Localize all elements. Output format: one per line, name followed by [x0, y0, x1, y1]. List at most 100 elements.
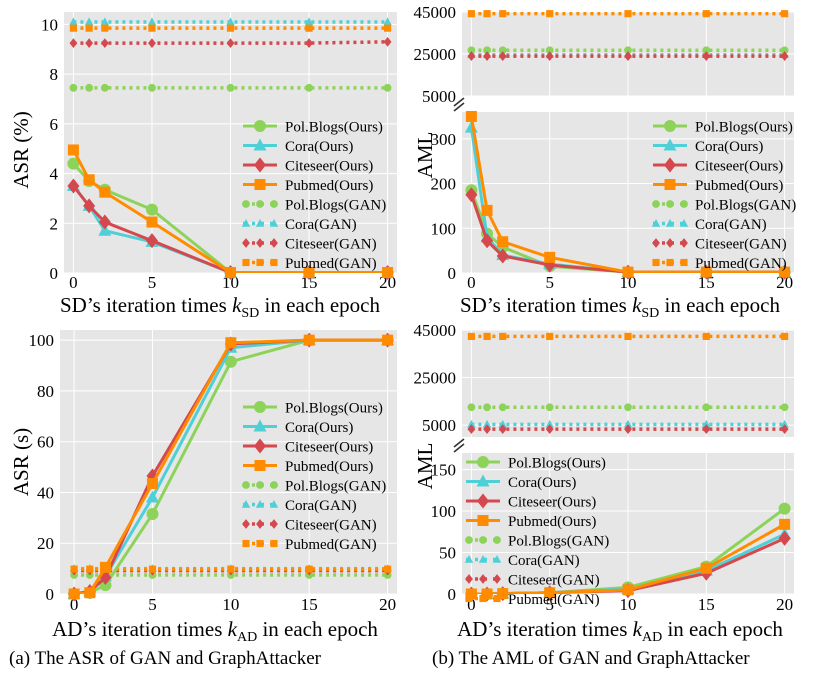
legend-label: Citeseer(Ours) [508, 495, 596, 511]
data-point [305, 83, 313, 92]
legend-marker [479, 594, 487, 603]
legend-label: Cora(Ours) [285, 420, 353, 436]
series-pubmed-ours- [68, 334, 394, 600]
x-tick-label: 15 [698, 595, 715, 614]
data-point [69, 83, 78, 92]
y-tick-label: 2 [50, 214, 59, 233]
data-point [98, 214, 111, 230]
legend-label: Cora(GAN) [695, 217, 767, 233]
legend-marker [256, 519, 264, 529]
data-point [148, 83, 156, 92]
data-point [465, 588, 477, 600]
axis-break-mark [453, 438, 465, 448]
legend-marker [256, 238, 264, 248]
data-point [498, 51, 507, 61]
data-point [624, 424, 632, 435]
x-tick-label: 20 [776, 595, 793, 614]
data-point [84, 587, 96, 599]
data-point [700, 266, 712, 278]
legend-marker [255, 499, 265, 508]
legend-label: Cora(GAN) [508, 553, 580, 569]
y-tick-label: 4 [50, 165, 59, 184]
data-point [69, 17, 78, 26]
y-tick-label: 150 [431, 461, 457, 480]
y-axis-label: ASR (s) [9, 428, 33, 496]
legend-label: Pubmed(Ours) [695, 178, 783, 194]
caption-b: (b) The AML of GAN and GraphAttacker [432, 648, 750, 669]
data-point [483, 51, 491, 61]
x-tick-label: 10 [620, 595, 637, 614]
data-point [467, 10, 475, 18]
data-point [481, 233, 494, 249]
data-point [781, 332, 789, 340]
data-point [624, 46, 632, 55]
y-tick-label: 0 [50, 264, 59, 283]
legend-marker [256, 481, 264, 489]
data-point [85, 38, 94, 48]
data-point [305, 24, 313, 32]
legend-marker [464, 554, 474, 563]
legend-marker [270, 258, 278, 267]
y-tick-label: 50 [439, 544, 456, 563]
data-point [499, 10, 507, 18]
x-tick-label: 5 [545, 595, 554, 614]
y-tick-label: 5000 [422, 87, 456, 106]
data-point [69, 24, 77, 32]
legend-label: Pubmed(GAN) [695, 256, 787, 272]
data-point [384, 565, 392, 573]
data-point [483, 332, 491, 340]
data-point [148, 38, 156, 48]
legend-marker [254, 438, 266, 454]
data-point [85, 83, 94, 92]
x-tick-label: 5 [545, 273, 554, 292]
data-point [101, 24, 109, 32]
legend-marker [253, 419, 267, 432]
data-point [226, 17, 235, 26]
legend-marker [270, 238, 278, 248]
caption-a: (a) The ASR of GAN and GraphAttacker [9, 648, 322, 669]
legend-label: Citeseer(GAN) [695, 237, 787, 253]
data-point [702, 51, 711, 61]
legend-marker [270, 539, 278, 548]
y-tick-label: 25000 [414, 45, 457, 64]
axis-break-mark [453, 97, 465, 107]
y-tick-label: 100 [431, 502, 457, 521]
legend-label: Pol.Blogs(GAN) [508, 534, 609, 550]
legend-label: Pubmed(Ours) [285, 178, 373, 194]
series-pubmed-gan- [467, 10, 789, 18]
legend-marker [479, 574, 487, 584]
legend-marker [652, 200, 660, 208]
data-point [496, 248, 509, 264]
data-point [622, 584, 634, 596]
legend-label: Cora(Ours) [285, 139, 353, 155]
y-tick-label: 8 [50, 65, 59, 84]
legend-label: Pol.Blogs(Ours) [695, 120, 793, 136]
chart-a-bottom: 0 20 40 60 80 100 0 5 10 15 20 Pol.Blogs(Ours) Cora(… [9, 330, 397, 645]
data-point [465, 110, 477, 122]
data-point [98, 223, 112, 236]
series-pubmed-ours- [67, 144, 394, 279]
data-point [145, 490, 159, 503]
legend-marker [241, 218, 251, 227]
data-point [624, 332, 632, 340]
legend-label: Pol.Blogs(GAN) [285, 479, 386, 495]
legend-marker [465, 574, 473, 584]
y-tick-label: 200 [431, 175, 457, 194]
series-pubmed-gan- [69, 24, 392, 32]
data-point [702, 10, 710, 18]
legend-marker [253, 138, 267, 151]
y-tick-label: 0 [448, 585, 457, 604]
y-tick-label: 0 [46, 585, 55, 604]
data-point [225, 267, 236, 279]
data-point [467, 424, 476, 435]
x-tick-label: 0 [467, 273, 476, 292]
legend-marker [476, 474, 490, 487]
data-point [304, 17, 314, 26]
y-tick-label: 60 [37, 433, 54, 452]
legend-marker [269, 218, 279, 227]
data-point [86, 565, 94, 573]
data-point [482, 419, 492, 428]
data-point [67, 144, 79, 156]
data-point [481, 204, 493, 216]
legend: Pol.Blogs(Ours) Cora(Ours) Citeseer(Ours) P… [241, 120, 386, 272]
